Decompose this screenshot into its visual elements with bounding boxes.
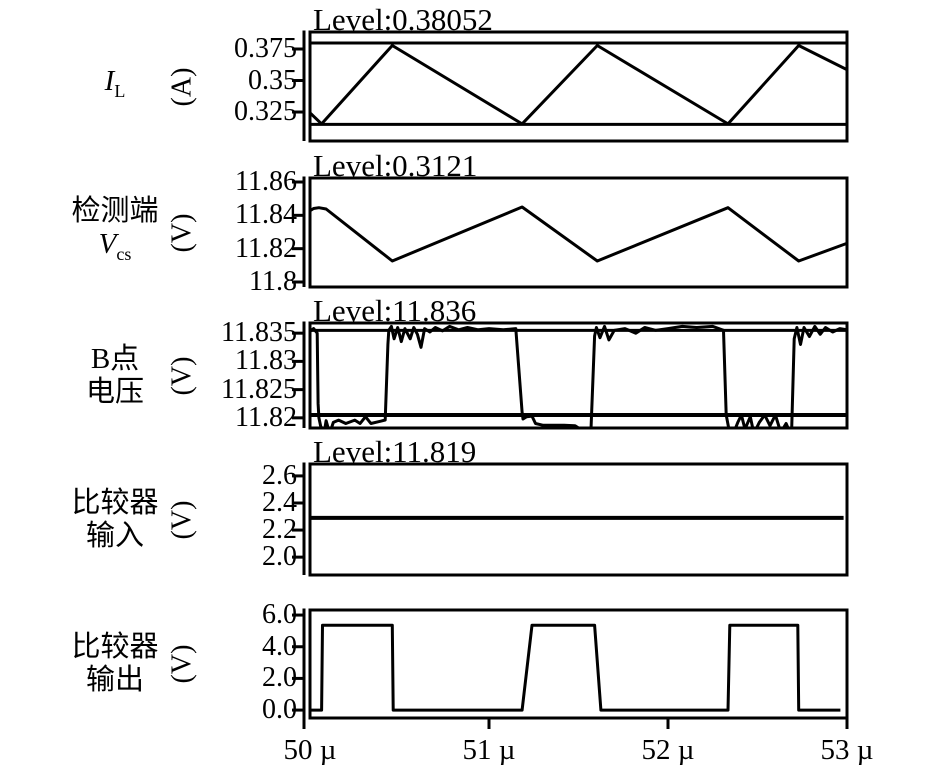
unit-label-text: (V) [166,213,197,252]
unit-label-text: (V) [166,644,197,684]
channel-label-text: cs [116,243,132,264]
level-label: Level:0.38052 [313,2,493,37]
channel-label-line: Vcs [28,228,202,271]
waveform-node-b-voltage [310,324,847,428]
channel-label-comparator-output: 比较器 输出 [28,610,202,718]
panel-frame [308,608,849,720]
level-label: Level:11.819 [313,434,477,469]
x-tick-label: 50 µ [283,734,337,766]
unit-label: (V) [158,323,206,428]
panel-node-b-voltage [292,321,849,430]
unit-label-text: (A) [166,67,197,106]
waveform-comparator-output [310,623,841,712]
x-tick-label: 52 µ [641,734,695,766]
y-tick-label: 6.0 [262,599,297,631]
panel-comparator-output [292,608,849,729]
channel-label-line: IL [28,65,202,108]
y-tick-label: 2.0 [262,541,297,573]
panel-frame [308,321,849,430]
panel-comparator-input [292,462,849,577]
level-label: Level:0.3121 [313,148,478,183]
channel-label-line: 比较器 [28,487,202,520]
unit-label: (V) [158,610,206,718]
channel-label-text: I [104,65,115,98]
channel-label-text: 比较器 [71,631,159,663]
panel-frame [308,30,849,143]
y-tick-label: 11.8 [249,266,297,297]
channel-label-text: 比较器 [71,486,159,519]
y-tick-label: 0.35 [248,64,297,96]
y-tick-label: 4.0 [262,630,297,662]
y-tick-label: 11.825 [221,373,297,405]
level-label: Level:11.836 [313,293,477,328]
channel-label-line: 比较器 [28,631,202,664]
channel-label-text: V [98,227,117,260]
y-tick-label: 11.82 [235,401,297,433]
panel-frame [308,176,849,289]
y-tick-label: 11.835 [221,317,297,349]
waveform-inductor-current [310,44,847,126]
y-tick-label: 11.83 [235,345,297,377]
x-tick-label: 53 µ [820,734,874,766]
channel-label-text: 输入 [85,519,144,552]
unit-label-text: (V) [166,500,197,539]
y-tick-label: 0.325 [234,96,297,128]
y-tick-label: 11.84 [235,199,297,231]
y-tick-label: 2.6 [262,459,297,491]
y-tick-label: 11.82 [235,232,297,264]
unit-label: (V) [158,464,206,575]
channel-label-text: B点 [90,342,140,375]
channel-label-node-b-voltage: B点 电压 [28,323,202,428]
y-tick-label: 2.0 [262,662,297,694]
channel-label-line: B点 [28,343,202,376]
y-tick-label: 0.375 [234,33,297,64]
channel-label-line: 输出 [28,664,202,697]
channel-label-line: 电压 [28,376,202,409]
y-tick-label: 11.86 [235,166,297,197]
unit-label: (V) [158,178,206,287]
channel-label-inductor-current: IL [28,32,202,141]
channel-label-text: 检测端 [71,194,159,227]
unit-label: (A) [158,32,206,141]
y-tick-label: 0.0 [262,694,297,726]
unit-label-text: (V) [166,356,197,395]
channel-label-line: 输入 [28,520,202,553]
x-tick-label: 51 µ [462,734,516,766]
y-tick-label: 2.2 [262,514,297,546]
channel-label-text: 输出 [85,664,144,696]
y-tick-label: 2.4 [262,486,297,518]
channel-label-line: 检测端 [28,195,202,228]
waveform-sense-terminal-voltage [310,205,847,263]
channel-label-comparator-input: 比较器 输入 [28,464,202,575]
channel-label-text: 电压 [85,375,144,408]
channel-label-text: L [114,80,126,101]
panel-inductor-current [292,30,849,143]
panel-sense-terminal-voltage [292,176,849,289]
channel-label-sense-terminal-voltage: 检测端 Vcs [28,178,202,287]
